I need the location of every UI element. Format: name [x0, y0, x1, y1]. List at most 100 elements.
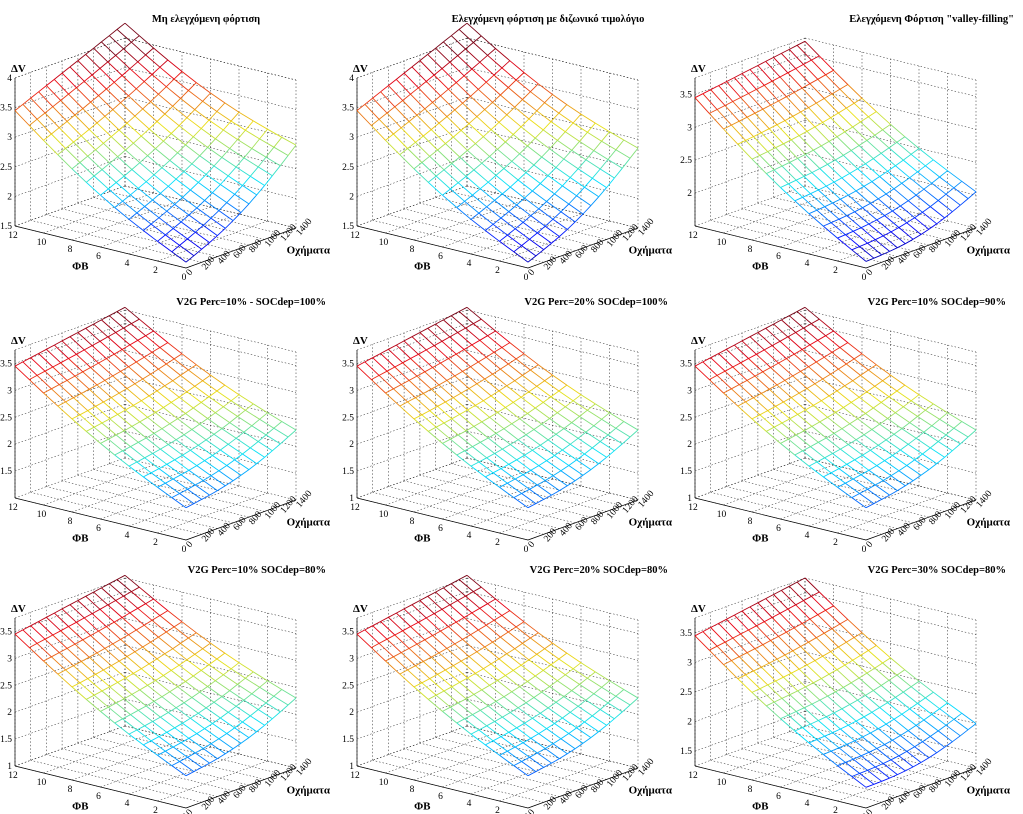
mesh-line: [131, 591, 146, 605]
wall-gridline: [14, 698, 126, 740]
mesh-line: [606, 450, 615, 458]
z-tick-label: 2: [687, 189, 692, 199]
x-tick-label: 10: [37, 510, 47, 520]
mesh-line: [825, 712, 835, 718]
mesh-line: [130, 441, 139, 447]
floor-gridline: [77, 474, 249, 518]
wall-gridline: [804, 622, 977, 665]
mesh-line: [868, 469, 884, 481]
mesh-line: [887, 702, 903, 715]
mesh-line: [823, 356, 839, 370]
z-tick-label: 1: [687, 494, 692, 504]
mesh-line: [788, 711, 797, 716]
x-tick-label: 12: [8, 503, 18, 513]
mesh-line: [805, 409, 821, 423]
mesh-line: [762, 104, 771, 110]
mesh-line: [521, 488, 530, 494]
mesh-line: [99, 68, 115, 83]
mesh-line: [809, 618, 825, 634]
mesh-line: [223, 674, 238, 685]
mesh-line: [903, 159, 918, 173]
mesh-line: [449, 55, 458, 63]
mesh-line: [511, 691, 527, 704]
mesh-line: [547, 439, 563, 451]
mesh-line: [250, 709, 259, 717]
mesh-line: [267, 128, 283, 138]
mesh-line: [418, 81, 427, 89]
wall-gridline: [694, 403, 806, 445]
mesh-line: [150, 736, 160, 742]
floor-gridline: [388, 754, 560, 797]
mesh-line: [841, 704, 851, 710]
mesh-line: [863, 181, 873, 187]
mesh-line: [733, 77, 749, 94]
mesh-line: [808, 107, 824, 123]
z-tick-label: 3: [7, 386, 12, 396]
mesh-line: [489, 416, 505, 430]
mesh-line: [498, 385, 508, 392]
mesh-line: [136, 725, 145, 731]
mesh-line: [60, 630, 76, 645]
mesh-line: [522, 375, 538, 387]
mesh-line: [123, 48, 139, 63]
mesh-line: [513, 245, 522, 253]
mesh-line: [145, 174, 155, 183]
mesh-line: [538, 733, 554, 745]
mesh-line: [499, 482, 508, 488]
mesh-line: [530, 465, 540, 471]
mesh-line: [944, 450, 953, 458]
mesh-line: [786, 96, 801, 113]
mesh-line: [724, 366, 734, 372]
mesh-line: [372, 97, 388, 114]
mesh-line: [385, 133, 394, 141]
mesh-line: [158, 93, 173, 107]
mesh-line: [852, 659, 868, 674]
mesh-line: [773, 594, 789, 610]
mesh-line: [486, 453, 495, 459]
mesh-line: [541, 686, 550, 693]
mesh-line: [205, 701, 215, 709]
mesh-line: [893, 188, 909, 202]
mesh-line: [835, 412, 851, 425]
mesh-line: [609, 412, 625, 422]
mesh-line: [470, 729, 480, 735]
mesh-line: [210, 470, 220, 477]
floor-gridline: [30, 492, 202, 535]
mesh-line: [967, 723, 977, 731]
mesh-line: [442, 188, 451, 196]
mesh-line: [912, 474, 922, 482]
mesh-line: [831, 347, 841, 353]
mesh-line: [801, 618, 811, 624]
mesh-line: [839, 619, 849, 625]
mesh-line: [168, 185, 183, 198]
mesh-line: [224, 384, 240, 396]
mesh-line: [910, 148, 920, 155]
mesh-line: [280, 704, 289, 713]
mesh-line: [879, 423, 895, 435]
mesh-line: [238, 111, 254, 122]
mesh-line: [890, 657, 906, 671]
x-tick-label: 8: [68, 785, 73, 795]
mesh-line: [155, 412, 171, 425]
mesh-line: [150, 641, 166, 655]
mesh-line: [514, 478, 530, 490]
mesh-line: [622, 436, 631, 445]
mesh-line: [79, 162, 95, 177]
mesh-line: [378, 118, 394, 135]
mesh-line: [901, 713, 917, 726]
mesh-line: [773, 165, 783, 171]
mesh-line: [437, 405, 453, 420]
mesh-line: [265, 146, 275, 158]
mesh-line: [925, 165, 940, 178]
mesh-line: [131, 41, 146, 56]
mesh-line: [115, 595, 124, 601]
mesh-line: [115, 327, 124, 333]
mesh-line: [532, 449, 547, 461]
mesh-line: [193, 407, 208, 419]
mesh-line: [870, 203, 885, 216]
mesh-line: [177, 418, 193, 430]
mesh-line: [501, 60, 511, 69]
mesh-line: [158, 86, 167, 95]
mesh-line: [407, 148, 423, 163]
mesh-line: [202, 743, 212, 749]
